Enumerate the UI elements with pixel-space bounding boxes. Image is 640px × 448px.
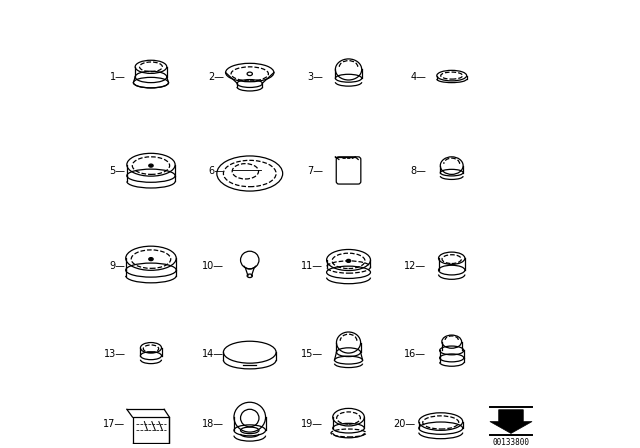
Text: 20—: 20— [393, 419, 415, 429]
Text: 13—: 13— [104, 349, 125, 358]
Ellipse shape [346, 259, 351, 263]
Ellipse shape [148, 258, 153, 261]
Text: 11—: 11— [301, 261, 323, 271]
Text: 2—: 2— [208, 72, 224, 82]
Text: 10—: 10— [202, 261, 224, 271]
Text: 1—: 1— [109, 72, 125, 82]
Text: 4—: 4— [410, 72, 426, 82]
Text: 16—: 16— [404, 349, 426, 358]
Text: 00133800: 00133800 [493, 438, 529, 447]
Text: 12—: 12— [404, 261, 426, 271]
Ellipse shape [148, 164, 153, 167]
Text: 19—: 19— [301, 419, 323, 429]
Text: 8—: 8— [410, 166, 426, 177]
Text: 5—: 5— [109, 166, 125, 177]
Text: 17—: 17— [104, 419, 125, 429]
Text: 7—: 7— [307, 166, 323, 177]
Text: 9—: 9— [109, 261, 125, 271]
Polygon shape [490, 410, 532, 433]
Text: 3—: 3— [307, 72, 323, 82]
Text: 14—: 14— [202, 349, 224, 358]
Text: 18—: 18— [202, 419, 224, 429]
Text: 15—: 15— [301, 349, 323, 358]
Text: 6—: 6— [209, 166, 224, 177]
